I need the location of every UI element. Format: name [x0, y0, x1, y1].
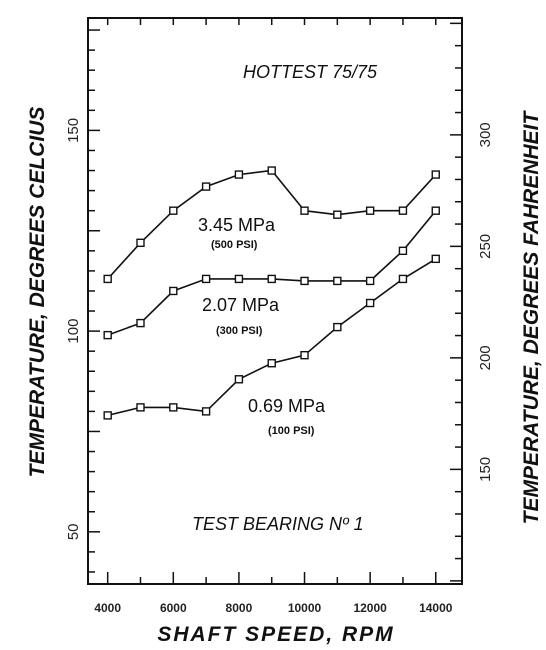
data-point: [103, 330, 112, 340]
y-axis-title: TEMPERATURE, DEGREES CELCIUS: [26, 107, 49, 478]
series-sublabel-0.69: (100 PSI): [268, 425, 315, 437]
data-point: [365, 298, 375, 308]
series-label-3.45: 3.45 MPa: [198, 215, 276, 235]
y2-axis-title: TEMPERATURE, DEGREES FAHRENHEIT: [520, 110, 543, 525]
data-point: [300, 276, 309, 286]
chart-subtitle: TEST BEARING Nº 1: [192, 514, 364, 534]
series-markers: [103, 166, 440, 420]
data-point: [136, 238, 145, 247]
x-tick-label: 8000: [226, 601, 253, 615]
data-point: [398, 246, 408, 256]
x-tick-label: 10000: [288, 601, 322, 615]
data-point: [333, 276, 342, 286]
y-tick-label: 100: [65, 319, 82, 344]
data-point: [300, 206, 309, 215]
data-point: [136, 318, 145, 328]
x-tick-label: 6000: [160, 601, 187, 615]
ticks: [88, 18, 462, 584]
data-point: [201, 407, 211, 416]
data-point: [398, 206, 408, 215]
x-axis-title: SHAFT SPEED, RPM: [157, 623, 394, 646]
data-point: [333, 210, 342, 219]
data-point: [365, 276, 375, 286]
data-point: [103, 411, 112, 420]
data-point: [103, 274, 112, 284]
x-tick-label: 12000: [353, 601, 387, 615]
series-sublabel-2.07: (300 PSI): [216, 325, 263, 337]
data-point: [365, 206, 375, 215]
data-point: [169, 403, 178, 412]
data-point: [234, 170, 244, 179]
data-point: [201, 182, 211, 191]
plot-frame: [87, 17, 463, 585]
data-point: [136, 403, 145, 412]
chart-title: HOTTEST 75/75: [243, 62, 378, 82]
x-tick-label: 14000: [419, 601, 453, 615]
data-point: [333, 322, 342, 332]
y2-tick-label: 250: [477, 234, 494, 259]
x-tick-label: 4000: [94, 601, 121, 615]
tick-labels: 50 100 150 150 200 250 300 4000 6000 8000 10000 120…: [65, 118, 494, 615]
series-label-0.69: 0.69 MPa: [248, 396, 326, 416]
y2-tick-label: 200: [477, 345, 494, 370]
data-point: [169, 286, 178, 296]
data-point: [267, 359, 276, 368]
y2-tick-label: 300: [477, 122, 494, 147]
data-point: [267, 166, 276, 175]
y2-tick-label: 150: [477, 457, 494, 482]
y-tick-label: 50: [65, 523, 82, 540]
data-point: [201, 274, 211, 284]
data-point: [169, 206, 178, 215]
data-point: [300, 350, 309, 360]
series-sublabel-3.45: (500 PSI): [211, 239, 258, 251]
data-point: [234, 375, 244, 384]
data-point: [431, 206, 440, 215]
data-point: [431, 170, 440, 179]
data-point: [234, 274, 244, 284]
series-label-2.07: 2.07 MPa: [202, 295, 280, 315]
y-tick-label: 150: [65, 118, 82, 143]
data-point: [431, 254, 440, 264]
data-point: [398, 274, 408, 284]
series-lines: [107, 169, 437, 417]
data-point: [267, 274, 276, 284]
